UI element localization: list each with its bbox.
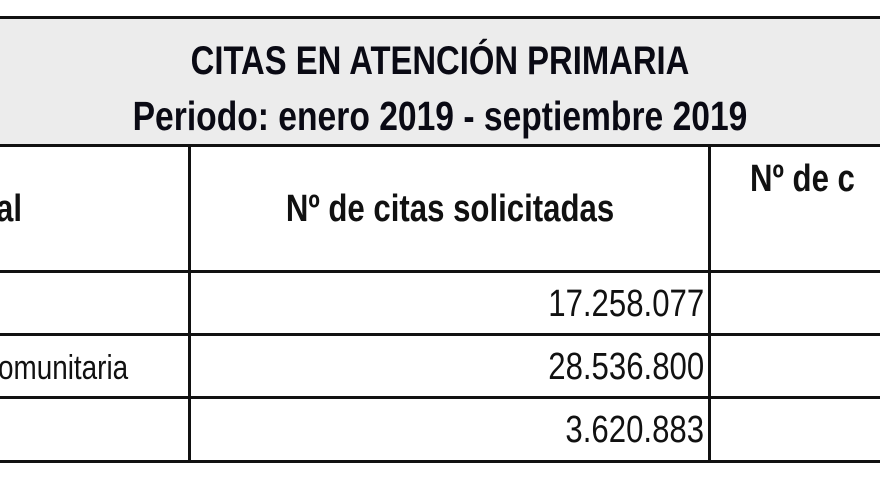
row-divider-2: [0, 396, 880, 399]
column-divider-2: [708, 147, 711, 463]
table-title-band: CITAS EN ATENCIÓN PRIMARIA Periodo: ener…: [0, 16, 880, 147]
citas-solicitadas-value: 17.258.077: [548, 283, 704, 325]
column-header-category: al: [0, 188, 22, 230]
citas-solicitadas-value: 3.620.883: [565, 409, 704, 451]
column-header-3: Nº de c: [750, 158, 855, 200]
column-divider-1: [188, 147, 191, 463]
row-divider-1: [0, 333, 880, 336]
row-divider-header: [0, 270, 880, 273]
table-title: CITAS EN ATENCIÓN PRIMARIA: [190, 39, 690, 83]
table-period: Periodo: enero 2019 - septiembre 2019: [132, 93, 748, 139]
column-header-citas-solicitadas: Nº de citas solicitadas: [285, 188, 615, 230]
row-label: omunitaria: [0, 349, 129, 387]
citas-solicitadas-value: 28.536.800: [548, 346, 704, 388]
table-bottom-border: [0, 460, 880, 463]
